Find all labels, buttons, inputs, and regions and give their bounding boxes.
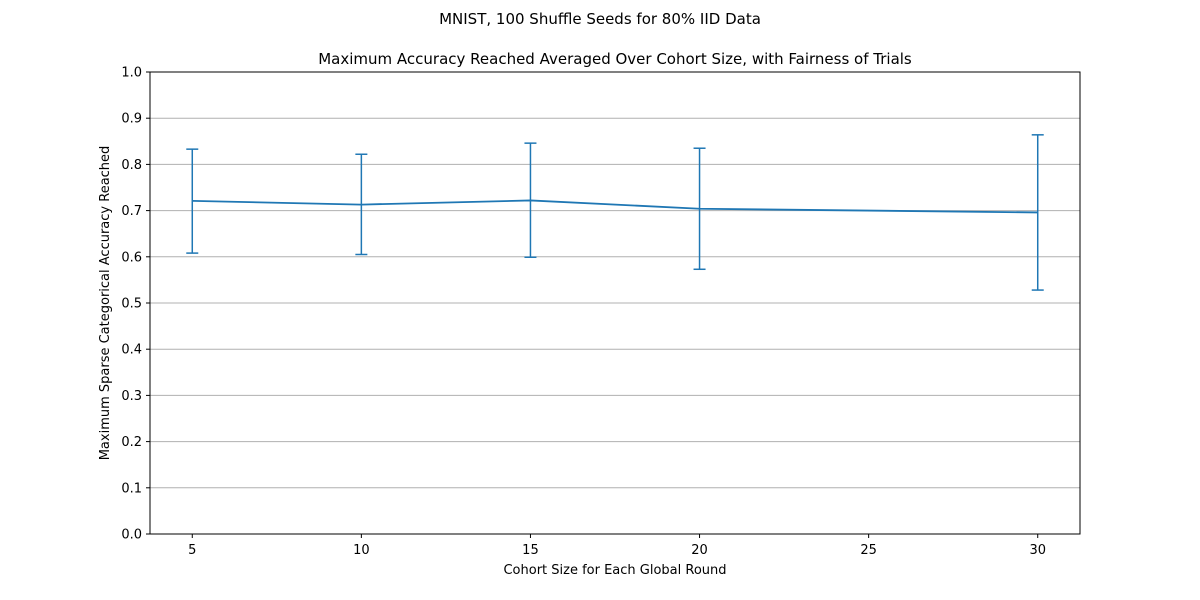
y-tick-label: 0.7 — [121, 204, 142, 219]
y-tick-label: 1.0 — [121, 66, 142, 81]
y-axis-ticks: 0.0 0.1 0.2 0.3 0.4 0.5 0.6 0.7 0.8 0.9 1.0 — [121, 66, 150, 543]
x-tick-label: 30 — [1029, 543, 1046, 558]
y-axis-label: Maximum Sparse Categorical Accuracy Reac… — [98, 146, 113, 461]
y-tick-label: 0.3 — [121, 389, 142, 404]
series-layer — [192, 199, 1038, 214]
x-tick-label: 5 — [188, 543, 196, 558]
x-axis-label: Cohort Size for Each Global Round — [503, 563, 726, 578]
chart-title: Maximum Accuracy Reached Averaged Over C… — [318, 50, 912, 68]
x-axis-ticks: 5 10 15 20 25 30 — [188, 534, 1046, 558]
y-tick-label: 0.5 — [121, 297, 142, 312]
figure-suptitle: MNIST, 100 Shuffle Seeds for 80% IID Dat… — [439, 10, 761, 28]
y-tick-label: 0.1 — [121, 481, 142, 496]
x-tick-label: 10 — [353, 543, 370, 558]
y-tick-label: 0.6 — [121, 250, 142, 265]
y-tick-label: 0.8 — [121, 158, 142, 173]
error-bars — [186, 134, 1044, 291]
series-line — [192, 199, 1038, 214]
x-tick-label: 20 — [691, 543, 708, 558]
y-tick-label: 0.2 — [121, 435, 142, 450]
x-tick-label: 25 — [860, 543, 877, 558]
y-tick-label: 0.0 — [121, 528, 142, 543]
grid-layer — [150, 71, 1080, 535]
x-tick-label: 15 — [522, 543, 539, 558]
y-tick-label: 0.4 — [121, 343, 142, 358]
y-tick-label: 0.9 — [121, 112, 142, 127]
